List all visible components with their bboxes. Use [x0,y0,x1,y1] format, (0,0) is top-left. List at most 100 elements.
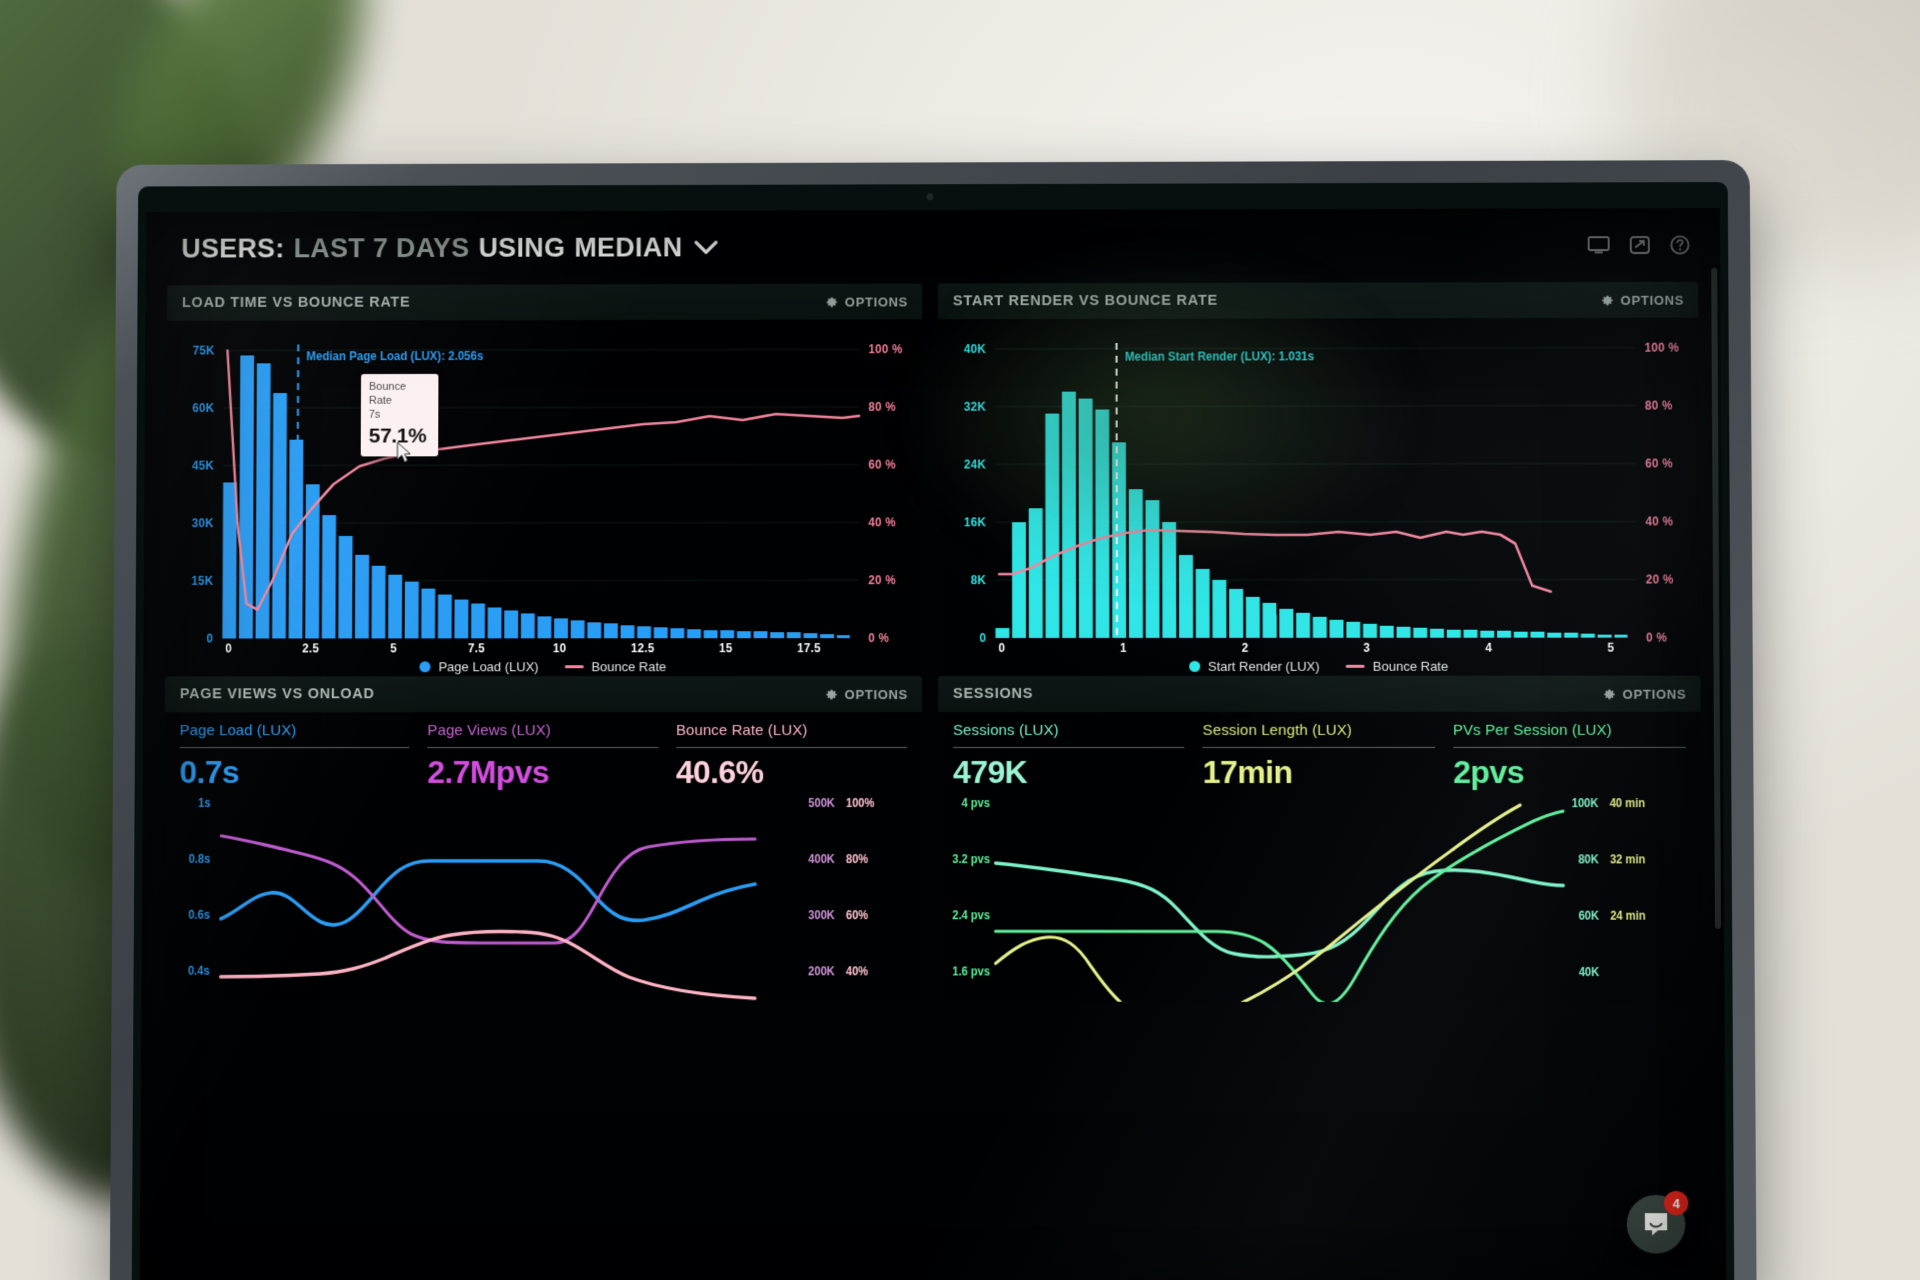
svg-text:60K: 60K [1578,910,1599,923]
title-range: LAST 7 DAYS [293,232,470,263]
panel-title: PAGE VIEWS VS ONLOAD [179,686,375,703]
gear-icon [826,689,837,700]
metric-pvs-per-session[interactable]: PVs Per Session (LUX) 2pvs [1453,722,1686,791]
plant-reflection [900,250,1420,580]
y-axis-far-right-labels: 40 min 32 min 24 min [1610,798,1646,923]
legend-dot-icon [419,661,431,673]
metric-value: 40.6% [675,754,764,791]
chevron-down-icon[interactable] [694,236,718,258]
svg-text:40K: 40K [964,342,986,357]
laptop-screen: USERS: LAST 7 DAYS USING MEDIAN [139,207,1727,1280]
panel-sessions: SESSIONS OPTIONS Sessions (LUX) [937,675,1703,1003]
dashboard: USERS: LAST 7 DAYS USING MEDIAN [139,207,1727,1280]
webcam-icon [926,193,934,201]
legend-item-page-load[interactable]: Page Load (LUX) [419,659,539,674]
chart-sessions[interactable]: 4 pvs 3.2 pvs 2.4 pvs 1.6 pvs 100K 80K 60K 4… [938,791,1702,1002]
svg-text:0: 0 [979,631,986,646]
options-button[interactable]: OPTIONS [1600,292,1684,307]
help-icon[interactable] [1670,235,1690,255]
metric-label: PVs Per Session (LUX) [1452,721,1612,739]
y-axis-right-labels: 500K 400K 300K 200K [808,798,835,979]
legend-item-bounce-rate[interactable]: Bounce Rate [564,659,666,674]
metric-label: Sessions (LUX) [953,721,1059,739]
options-button[interactable]: OPTIONS [825,687,908,702]
metric-session-length[interactable]: Session Length (LUX) 17min [1203,722,1435,791]
chart-canvas: 4 pvs 3.2 pvs 2.4 pvs 1.6 pvs 100K 80K 60K 4… [952,798,1646,1002]
line-series-bounce-rate [219,930,756,999]
gear-icon [1603,688,1615,699]
svg-text:30K: 30K [192,516,214,531]
options-label: OPTIONS [1620,292,1685,308]
chart-start-render-vs-bounce-rate[interactable]: 40K 32K 24K 16K 8K 0 100 % 80 % 60 % 40 % 20 … [938,318,1700,654]
svg-text:40 %: 40 % [1645,514,1673,529]
panel-header: PAGE VIEWS VS ONLOAD OPTIONS [164,676,923,713]
options-button[interactable]: OPTIONS [825,294,908,309]
top-bar: USERS: LAST 7 DAYS USING MEDIAN [167,208,1698,285]
svg-text:32 min: 32 min [1610,854,1646,867]
svg-text:500K: 500K [808,798,835,811]
legend-line-icon [564,665,584,669]
svg-text:4 pvs: 4 pvs [961,798,989,811]
median-annotation-label: Median Start Render (LUX): 1.031s [1125,349,1315,364]
chart-load-time-vs-bounce-rate[interactable]: 75K 60K 45K 30K 15K 0 100 % 80 % 60 % 40 % [165,319,922,654]
svg-text:0: 0 [206,631,213,646]
svg-text:80%: 80% [846,854,868,867]
metric-label: Session Length (LUX) [1202,721,1352,739]
svg-text:100 %: 100 % [1645,340,1679,355]
page-title[interactable]: USERS: LAST 7 DAYS USING MEDIAN [181,232,718,264]
svg-text:100 %: 100 % [868,342,902,357]
svg-text:40K: 40K [1579,967,1600,980]
title-using: USING [478,232,566,263]
metric-value: 2pvs [1453,753,1525,791]
monitor-icon[interactable] [1588,236,1610,254]
svg-text:400K: 400K [808,854,835,867]
svg-text:75K: 75K [193,343,215,357]
svg-text:80K: 80K [1578,854,1599,867]
share-icon[interactable] [1630,236,1650,254]
options-button[interactable]: OPTIONS [1602,686,1686,701]
metric-page-views[interactable]: Page Views (LUX) 2.7Mpvs [427,722,658,791]
metric-page-load[interactable]: Page Load (LUX) 0.7s [179,722,410,791]
svg-text:80 %: 80 % [1645,398,1673,413]
svg-text:40 min: 40 min [1610,798,1646,811]
charts-row-bottom: PAGE VIEWS VS ONLOAD OPTIONS Page Load (… [163,675,1703,1003]
scrollbar[interactable] [1711,267,1722,929]
metric-value: 17min [1202,753,1293,791]
y-axis-left-labels: 40K 32K 24K 16K 8K 0 [964,342,986,646]
title-metric: MEDIAN [574,232,683,263]
metric-bounce-rate[interactable]: Bounce Rate (LUX) 40.6% [676,722,907,791]
metric-group: Sessions (LUX) 479K Session Length (LUX)… [938,712,1701,791]
laptop: USERS: LAST 7 DAYS USING MEDIAN [109,160,1790,1280]
svg-text:0.8s: 0.8s [189,853,211,865]
svg-text:45K: 45K [192,458,214,473]
svg-text:1.6 pvs: 1.6 pvs [952,966,990,979]
svg-text:1s: 1s [198,798,210,810]
median-annotation-label: Median Page Load (LUX): 2.056s [306,349,483,364]
metric-sessions[interactable]: Sessions (LUX) 479K [953,722,1185,791]
svg-text:60 %: 60 % [868,457,895,472]
y-axis-right-labels: 100 % 80 % 60 % 40 % 20 % 0 % [1645,340,1679,645]
intercom-chat-button[interactable]: 4 [1626,1190,1689,1254]
svg-text:300K: 300K [808,910,835,923]
bar-series-start-render [995,391,1628,639]
chart-page-views-vs-onload[interactable]: 1s 0.8s 0.6s 0.4s 500K 400K 300K 200K [163,791,922,1002]
legend-item-start-render[interactable]: Start Render (LUX) [1188,659,1320,674]
metric-label: Page Load (LUX) [179,722,297,740]
line-series-session-length [996,805,1522,1002]
legend-item-bounce-rate[interactable]: Bounce Rate [1345,659,1448,674]
line-series-pvs-per-session [996,811,1564,1002]
svg-text:24K: 24K [964,457,986,472]
metric-divider [953,746,1185,748]
y-axis-right-labels: 100 % 80 % 60 % 40 % 20 % 0 % [868,342,902,645]
svg-text:40%: 40% [846,966,868,979]
top-bar-icons [1588,235,1690,255]
svg-text:60 %: 60 % [1645,456,1673,471]
panel-header: START RENDER VS BOUNCE RATE OPTIONS [937,281,1699,320]
chart-canvas: 75K 60K 45K 30K 15K 0 100 % 80 % 60 % 40 % [191,319,903,646]
svg-text:16K: 16K [964,515,986,530]
options-label: OPTIONS [844,294,909,310]
options-label: OPTIONS [1622,686,1687,702]
metric-label: Bounce Rate (LUX) [675,722,808,740]
chart-canvas: 40K 32K 24K 16K 8K 0 100 % 80 % 60 % 40 % 20 … [964,318,1679,646]
